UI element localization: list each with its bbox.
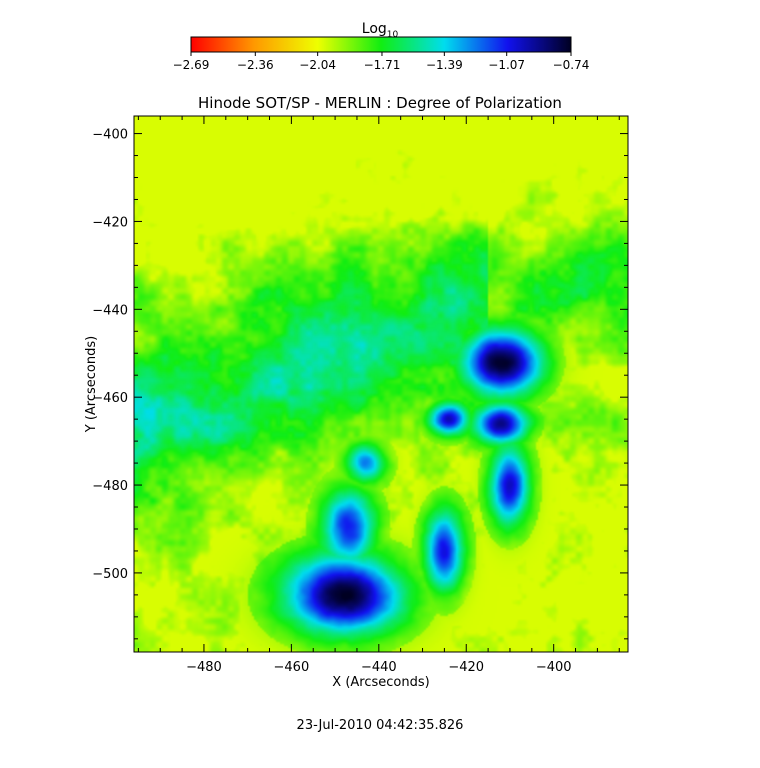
colorbar: Log10 −2.69 −2.36 −2.04 −1.71 −1.39 −1.07 −0.7… — [173, 21, 590, 72]
colorbar-tick-label: −2.69 — [173, 58, 210, 72]
y-tick-label: −500 — [92, 567, 128, 582]
y-tick-label: −420 — [92, 215, 128, 230]
y-tick-label: −400 — [92, 128, 128, 143]
colorbar-ticks: −2.69 −2.36 −2.04 −1.71 −1.39 −1.07 −0.74 — [173, 52, 590, 72]
y-axis-label: Y (Arcseconds) — [84, 336, 99, 433]
y-tick-label: −480 — [92, 479, 128, 494]
y-tick-label: −460 — [92, 391, 128, 406]
colorbar-gradient — [190, 36, 572, 53]
colorbar-tick-label: −1.07 — [488, 58, 525, 72]
colorbar-tick-label: −1.39 — [426, 58, 463, 72]
plot-area: −480 −460 −440 −420 −400 −400 −420 −440 −460 −480… — [92, 115, 629, 675]
colorbar-label: Log10 — [362, 21, 399, 40]
heatmap-image — [134, 116, 628, 652]
y-tick-label: −440 — [92, 303, 128, 318]
x-axis-label: X (Arcseconds) — [332, 675, 429, 690]
x-tick-label: −400 — [536, 660, 572, 675]
x-tick-label: −460 — [274, 660, 310, 675]
x-tick-label: −440 — [361, 660, 397, 675]
plot-frame — [133, 115, 629, 653]
colorbar-tick-label: −0.74 — [553, 58, 590, 72]
colorbar-tick-label: −1.71 — [364, 58, 401, 72]
x-tick-label: −420 — [448, 660, 484, 675]
x-tick-label: −480 — [186, 660, 222, 675]
colorbar-tick-label: −2.36 — [237, 58, 274, 72]
timestamp: 23-Jul-2010 04:42:35.826 — [297, 718, 464, 733]
colorbar-tick-label: −2.04 — [299, 58, 336, 72]
axes: −480 −460 −440 −420 −400 −400 −420 −440 −460 −480… — [92, 116, 628, 675]
chart-title: Hinode SOT/SP - MERLIN : Degree of Polar… — [198, 94, 562, 112]
